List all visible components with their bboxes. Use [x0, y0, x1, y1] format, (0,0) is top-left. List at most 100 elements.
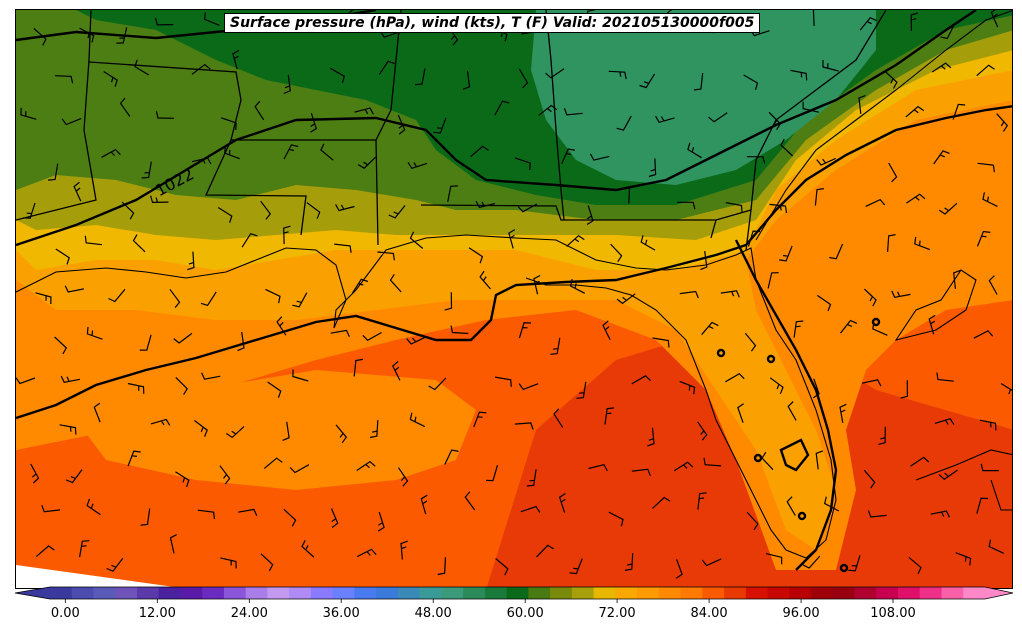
colorbar-cell	[223, 587, 247, 599]
colorbar-cell	[506, 587, 529, 599]
wind-barb	[693, 73, 704, 91]
wind-barb	[553, 408, 564, 428]
wind-barb	[938, 469, 958, 480]
wind-barb	[260, 200, 272, 220]
wind-barb	[976, 64, 995, 77]
wind-barb	[780, 138, 794, 157]
colorbar-tick-label: 96.00	[782, 606, 820, 621]
colorbar-cell	[310, 587, 334, 599]
wind-barb	[86, 326, 103, 340]
wind-barb	[977, 162, 995, 173]
wind-barb	[816, 157, 836, 166]
wind-barb	[604, 407, 615, 425]
colorbar-cell	[180, 587, 203, 599]
wind-barb	[485, 465, 499, 482]
wind-barb	[121, 201, 135, 220]
wind-barb	[793, 320, 804, 338]
wind-barb	[420, 494, 428, 515]
colorbar-cell	[832, 587, 856, 599]
wind-barb	[779, 245, 793, 262]
wind-barb	[494, 376, 512, 387]
colorbar-cell	[71, 587, 95, 599]
colorbar-tick-label: 24.00	[230, 606, 268, 621]
wind-barb	[450, 325, 469, 335]
wind-barb	[73, 181, 82, 202]
wind-barb	[884, 70, 898, 89]
wind-barb	[217, 206, 233, 223]
wind-barb	[610, 243, 623, 263]
wind-barb	[576, 381, 587, 399]
wind-barb	[175, 376, 188, 396]
wind-barb	[840, 319, 858, 334]
wind-barb	[132, 234, 146, 253]
wind-barb	[55, 75, 74, 84]
wind-barb	[379, 31, 400, 38]
colorbar-cell	[615, 587, 638, 599]
wind-barb	[865, 198, 886, 207]
wind-barb	[930, 510, 951, 518]
wind-barb	[988, 539, 1004, 554]
wind-barb	[928, 314, 936, 335]
colorbar-cell	[941, 587, 964, 599]
wind-barb	[400, 540, 408, 560]
colorbar-tick-label: 84.00	[690, 606, 728, 621]
wind-barb	[996, 113, 1009, 132]
wind-barb	[220, 557, 237, 569]
wind-barb	[891, 290, 911, 298]
wind-barb	[679, 380, 696, 395]
wind-barb	[786, 496, 796, 516]
wind-barb	[377, 251, 395, 261]
wind-barb	[769, 203, 788, 214]
colorbar-cell	[854, 587, 877, 599]
wind-barb	[330, 329, 350, 338]
colorbar-cell	[397, 587, 421, 599]
wind-barb	[518, 322, 532, 339]
wind-barb	[54, 336, 68, 355]
colorbar-cell	[789, 587, 812, 599]
wind-barb	[743, 74, 759, 90]
colorbar-cell	[202, 587, 225, 599]
colorbar-cell	[528, 587, 551, 599]
wind-barb	[976, 230, 991, 247]
wind-barb	[550, 337, 561, 355]
map-title: Surface pressure (hPa), wind (kts), T (F…	[224, 13, 761, 33]
wind-barb	[388, 205, 406, 219]
wind-barb	[905, 105, 925, 118]
wind-barb	[624, 553, 634, 571]
colorbar-cell	[680, 587, 703, 599]
wind-barb	[414, 68, 426, 86]
wind-barb	[169, 534, 177, 554]
colorbar-cell	[93, 587, 116, 599]
wind-barb	[558, 492, 566, 513]
wind-barb	[392, 360, 401, 381]
wind-barb	[282, 421, 290, 441]
wind-barb	[616, 115, 632, 131]
colorbar-tick-label: 0.00	[50, 606, 80, 621]
wind-barb	[35, 292, 52, 305]
missing-data-region	[16, 565, 182, 588]
wind-barb	[812, 10, 816, 26]
colorbar-tick-label: 72.00	[598, 606, 636, 621]
wind-barb	[906, 193, 926, 204]
wind-barb	[790, 69, 808, 81]
wind-barb	[353, 358, 363, 377]
wind-barb	[263, 457, 283, 469]
colorbar-cell	[767, 587, 790, 599]
wind-barb	[139, 334, 152, 351]
wind-barb	[829, 243, 844, 260]
wind-barb	[648, 158, 657, 178]
wind-barb	[545, 68, 565, 79]
wind-barb	[220, 117, 237, 130]
wind-barb	[508, 229, 516, 249]
colorbar-tick-label: 60.00	[506, 606, 544, 621]
wind-barb	[237, 331, 245, 352]
colorbar-cell	[267, 587, 290, 599]
wind-barb	[677, 201, 696, 210]
wind-barb	[701, 321, 719, 336]
wind-barb	[787, 401, 797, 421]
wind-barb	[119, 97, 131, 117]
wind-barb	[858, 94, 866, 114]
wind-barb	[908, 556, 922, 575]
wind-barb	[863, 288, 877, 307]
wind-barb	[720, 290, 740, 298]
